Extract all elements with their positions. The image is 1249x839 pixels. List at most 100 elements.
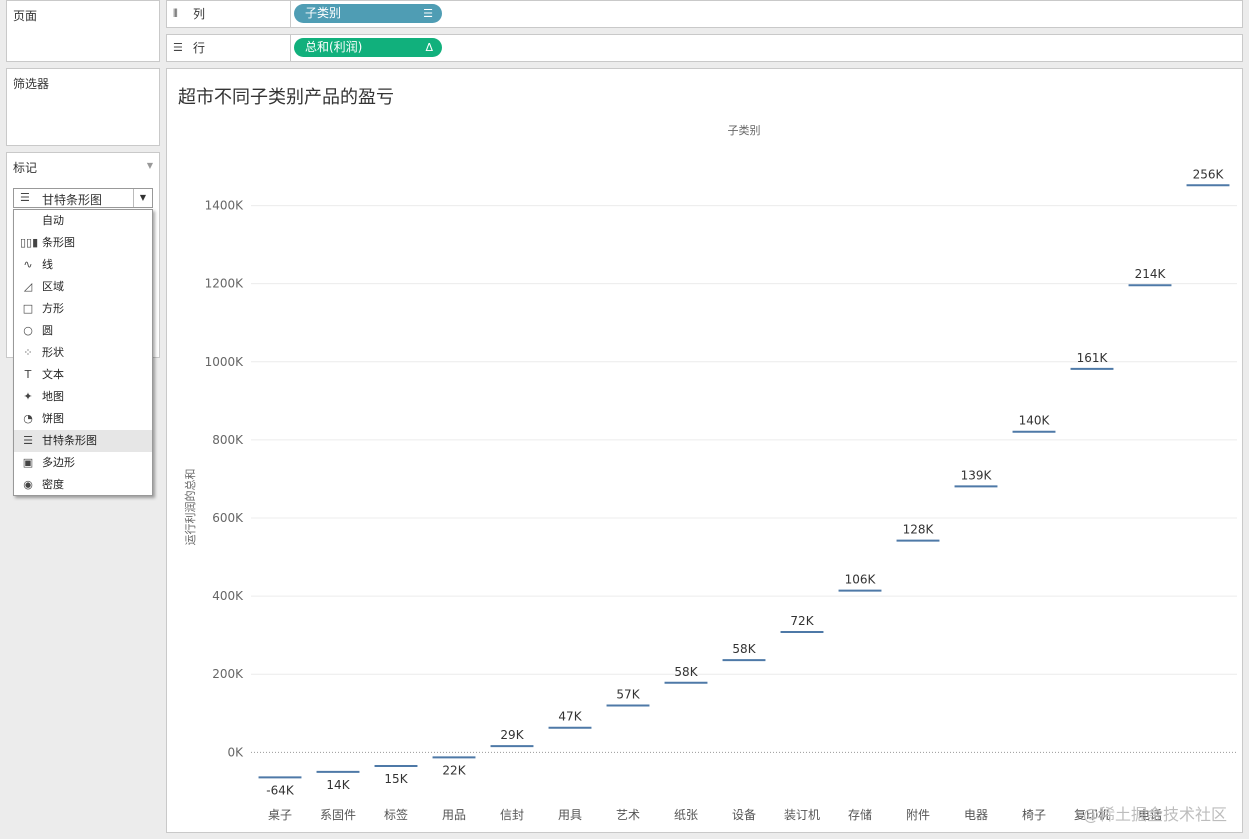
sort-ascending-icon: ☰ (423, 7, 433, 20)
x-tick-label: 系固件 (320, 808, 356, 822)
data-label: -64K (266, 783, 295, 797)
gantt-icon: ☰ (23, 434, 33, 447)
filters-card-title: 筛选器 (13, 77, 50, 91)
mark-type-option-label: 条形图 (42, 236, 75, 249)
mark-type-option[interactable]: ✦ 地图 (14, 386, 152, 408)
gantt-chart: 子类别 0K 200K 400K 600K 800K 1000K 1200K 1400K 运行利润… (183, 123, 1237, 822)
data-label: 106K (845, 573, 877, 587)
y-tick-label: 400K (212, 589, 244, 603)
watermark: @稀土掘金技术社区 (1082, 805, 1227, 824)
mark-type-dropdown: 自动 ▯▯▮ 条形图 ∿ 线 ◿ 区域 □ 方形 ○ 圆 ⁘ 形状 T 文本 ✦ 地图 ◔ 饼图 ☰ 甘特条形图 ▣ 多边形… (13, 209, 153, 496)
pie-icon: ◔ (23, 412, 33, 425)
mark-type-option[interactable]: ◿ 区域 (14, 276, 152, 298)
data-label: 22K (442, 763, 466, 777)
data-label: 15K (384, 772, 408, 786)
rows-icon: ☰ (173, 41, 183, 54)
data-label: 140K (1019, 414, 1051, 428)
delta-icon: Δ (425, 41, 433, 54)
mark-type-option[interactable]: □ 方形 (14, 298, 152, 320)
columns-icon: ⦀ (173, 7, 178, 20)
mark-type-option-label: 多边形 (42, 456, 75, 469)
y-tick-label: 800K (212, 433, 244, 447)
data-label: 256K (1193, 167, 1225, 181)
chart-title: 超市不同子类别产品的盈亏 (178, 87, 394, 108)
mark-type-option[interactable]: ▯▯▮ 条形图 (14, 232, 152, 254)
mark-type-option-label: 密度 (42, 478, 64, 491)
x-tick-label: 桌子 (268, 808, 292, 822)
data-label: 128K (903, 523, 935, 537)
columns-shelf-label: ⦀ 列 (167, 1, 291, 27)
x-tick-label: 附件 (906, 808, 930, 822)
marks-card-title: 标记 (13, 161, 38, 175)
x-tick-label: 椅子 (1022, 808, 1046, 822)
x-tick-label: 信封 (500, 808, 524, 822)
polygon-icon: ▣ (22, 456, 34, 469)
mark-type-option-label: 甘特条形图 (42, 434, 97, 447)
columns-shelf[interactable]: ⦀ 列 子类别 ☰ (166, 0, 1243, 28)
y-axis-label: 运行利润的总和 (183, 469, 197, 546)
mark-type-option-label: 区域 (42, 280, 64, 293)
shapes-icon: ⁘ (23, 346, 33, 359)
columns-pill-subcategory[interactable]: 子类别 ☰ (294, 4, 442, 23)
mark-type-option-label: 饼图 (42, 412, 64, 425)
mark-type-selected: 甘特条形图 (42, 193, 103, 207)
density-icon: ◉ (23, 478, 33, 491)
columns-label: 列 (193, 7, 206, 21)
area-chart-icon: ◿ (23, 280, 33, 293)
rows-pill-profit-sum[interactable]: 总和(利润) Δ (294, 38, 442, 57)
mark-type-option-label: 自动 (42, 214, 64, 227)
circle-icon: ○ (23, 324, 33, 337)
y-tick-label: 600K (212, 511, 244, 525)
square-icon: □ (22, 302, 34, 315)
text-icon: T (24, 368, 32, 381)
mark-type-option[interactable]: ▣ 多边形 (14, 452, 152, 474)
y-tick-label: 1400K (205, 199, 245, 213)
marks-card-menu-icon[interactable]: ▼ (146, 161, 153, 170)
bar-chart-icon: ▯▯▮ (20, 236, 39, 249)
data-label: 29K (500, 728, 524, 742)
data-label: 57K (616, 687, 640, 701)
mark-type-option-label: 圆 (42, 324, 53, 337)
mark-type-select[interactable]: ☰ 甘特条形图 ▼ (13, 188, 153, 208)
rows-shelf-label: ☰ 行 (167, 35, 291, 61)
mark-type-option-label: 形状 (42, 346, 64, 359)
pages-card: 页面 (6, 0, 160, 62)
x-axis-header: 子类别 (728, 123, 761, 137)
rows-shelf[interactable]: ☰ 行 总和(利润) Δ (166, 34, 1243, 62)
x-tick-label: 电器 (964, 808, 988, 822)
mark-type-option[interactable]: ◉ 密度 (14, 474, 152, 496)
x-tick-label: 存储 (848, 807, 872, 822)
chart-view: 超市不同子类别产品的盈亏 子类别 0K 200K 400K 600K 800K 1000K 1… (166, 68, 1243, 833)
data-label: 161K (1077, 351, 1109, 365)
data-label: 214K (1135, 267, 1167, 281)
x-tick-label: 设备 (732, 808, 756, 822)
y-tick-label: 1200K (205, 277, 245, 291)
mark-type-option[interactable]: 自动 (14, 210, 152, 232)
data-label: 139K (961, 468, 993, 482)
mark-type-option[interactable]: ⁘ 形状 (14, 342, 152, 364)
x-tick-label: 装订机 (784, 808, 820, 822)
data-label: 58K (732, 642, 756, 656)
mark-type-option[interactable]: ∿ 线 (14, 254, 152, 276)
y-tick-label: 200K (212, 667, 244, 681)
mark-type-option-label: 地图 (42, 390, 64, 403)
x-tick-label: 复印机 (1074, 808, 1110, 822)
mark-type-option[interactable]: T 文本 (14, 364, 152, 386)
x-tick-label: 用品 (442, 808, 466, 822)
mark-type-option-label: 线 (42, 258, 53, 271)
y-tick-label: 0K (227, 745, 244, 759)
data-label: 72K (790, 614, 814, 628)
mark-type-option-label: 方形 (42, 302, 64, 315)
gantt-icon: ☰ (20, 191, 30, 204)
chevron-down-icon[interactable]: ▼ (133, 189, 152, 207)
filters-card[interactable]: 筛选器 (6, 68, 160, 146)
data-label: 47K (558, 710, 582, 724)
mark-type-option[interactable]: ◔ 饼图 (14, 408, 152, 430)
pages-card-title: 页面 (13, 9, 38, 23)
mark-type-option[interactable]: ○ 圆 (14, 320, 152, 342)
mark-type-option-label: 文本 (42, 368, 64, 381)
x-tick-label: 电话 (1138, 808, 1162, 822)
mark-type-option[interactable]: ☰ 甘特条形图 (14, 430, 152, 452)
x-tick-label: 纸张 (674, 808, 698, 822)
x-tick-label: 标签 (384, 807, 408, 822)
